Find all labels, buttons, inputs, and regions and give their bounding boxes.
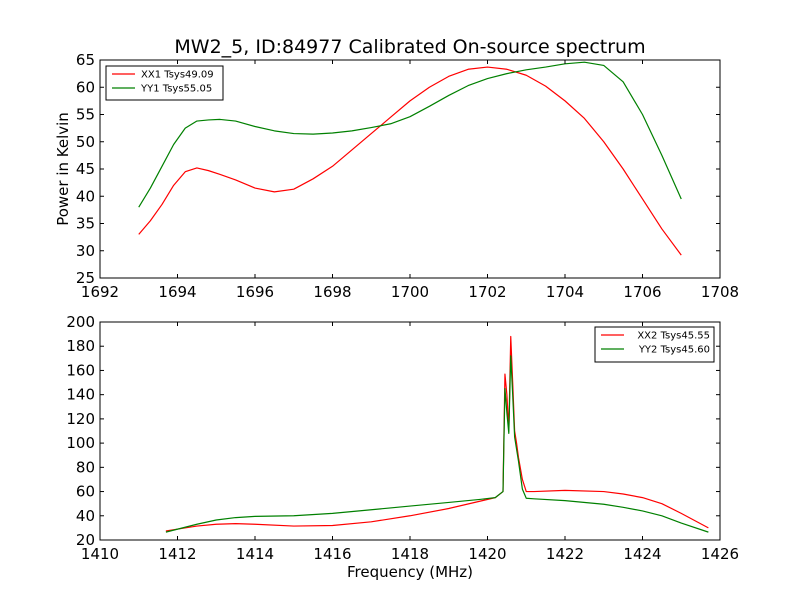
y-tick-label: 160 bbox=[66, 361, 95, 379]
y-tick-label: 140 bbox=[66, 386, 95, 404]
x-tick-label: 1424 bbox=[623, 545, 661, 563]
x-tick-label: 1700 bbox=[391, 283, 429, 301]
y-tick-label: 100 bbox=[66, 434, 95, 452]
y-tick-label: 50 bbox=[76, 133, 95, 151]
x-tick-label: 1706 bbox=[623, 283, 661, 301]
y-tick-label: 40 bbox=[76, 187, 95, 205]
y-tick-label: 65 bbox=[76, 51, 95, 69]
legend-label: YY1 Tsys55.05 bbox=[140, 84, 212, 95]
x-tick-label: 1704 bbox=[546, 283, 584, 301]
x-tick-label: 1420 bbox=[468, 545, 506, 563]
y-tick-label: 40 bbox=[76, 507, 95, 525]
legend-label: YY2 Tsys45.60 bbox=[638, 345, 710, 356]
legend-2: XX2 Tsys45.55 YY2 Tsys45.60 bbox=[594, 326, 715, 363]
y-tick-label: 20 bbox=[76, 531, 95, 549]
y-tick-label: 80 bbox=[76, 458, 95, 476]
series-line-1-2 bbox=[138, 61, 682, 208]
y-tick-label: 25 bbox=[76, 269, 95, 287]
x-tick-label: 1698 bbox=[313, 283, 351, 301]
legend-box bbox=[594, 326, 715, 363]
x-tick-label: 1412 bbox=[158, 545, 196, 563]
series-line-2-2 bbox=[165, 355, 709, 533]
x-tick-label: 1694 bbox=[158, 283, 196, 301]
y-axis-label: Power in Kelvin bbox=[54, 112, 72, 226]
y-tick-label: 55 bbox=[76, 106, 95, 124]
x-tick-label: 1696 bbox=[236, 283, 274, 301]
x-tick-label: 1692 bbox=[81, 283, 119, 301]
y-tick-label: 60 bbox=[76, 483, 95, 501]
x-axis-label: Frequency (MHz) bbox=[347, 563, 473, 581]
plot-panel-1: 1692 1694 1696 1698 1700 1702 1704 1706 1708 25 30… bbox=[76, 51, 739, 301]
plots: 1692 1694 1696 1698 1700 1702 1704 1706 1708 25 30… bbox=[66, 51, 739, 563]
x-tick-label: 1702 bbox=[468, 283, 506, 301]
y-tick-label: 60 bbox=[76, 78, 95, 96]
legend-box bbox=[105, 65, 224, 101]
x-tick-label: 1422 bbox=[546, 545, 584, 563]
x-tick-label: 1414 bbox=[236, 545, 274, 563]
y-tick-label: 45 bbox=[76, 160, 95, 178]
y-tick-label: 30 bbox=[76, 242, 95, 260]
y-tick-label: 35 bbox=[76, 215, 95, 233]
x-tick-label: 1410 bbox=[81, 545, 119, 563]
x-tick-label: 1418 bbox=[391, 545, 429, 563]
legend-label: XX1 Tsys49.09 bbox=[141, 70, 214, 81]
y-tick-label: 200 bbox=[66, 313, 95, 331]
chart-title: MW2_5, ID:84977 Calibrated On-source spe… bbox=[174, 36, 645, 58]
plot-panel-2: 1410 1412 1414 1416 1418 1420 1422 1424 1426 20 40… bbox=[66, 313, 739, 563]
x-tick-label: 1708 bbox=[701, 283, 739, 301]
y-tick-label: 180 bbox=[66, 337, 95, 355]
x-tick-label: 1426 bbox=[701, 545, 739, 563]
legend-label: XX2 Tsys45.55 bbox=[637, 331, 710, 342]
legend-1: XX1 Tsys49.09 YY1 Tsys55.05 bbox=[105, 65, 224, 101]
y-tick-label: 120 bbox=[66, 410, 95, 428]
x-tick-label: 1416 bbox=[313, 545, 351, 563]
